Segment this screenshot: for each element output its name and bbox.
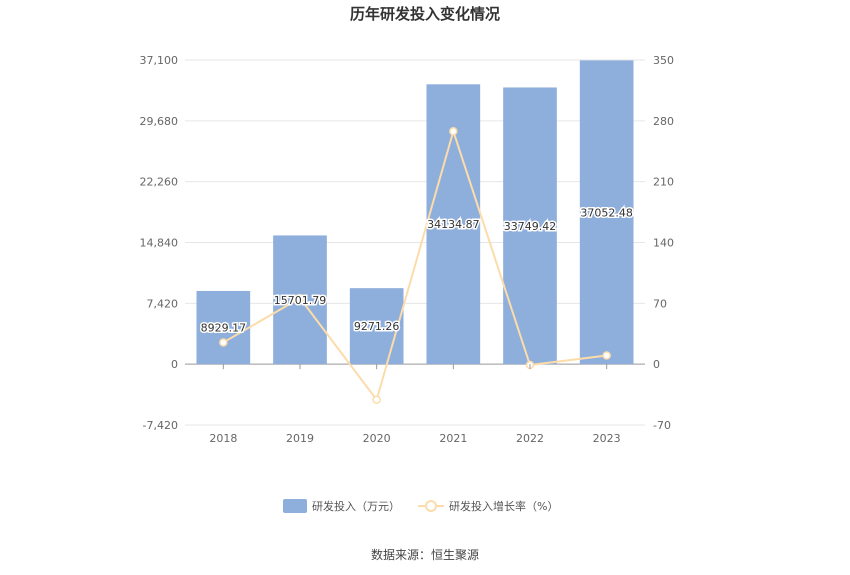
left-axis: 37,100 29,680 22,260 14,840 7,420 0 -7,420 (140, 54, 179, 432)
grid (185, 59, 645, 426)
left-tick-label: 37,100 (140, 54, 179, 67)
x-tick-label: 2021 (439, 432, 467, 445)
x-axis: 2018 2019 2020 2021 2022 2023 (209, 364, 621, 445)
right-tick-label: 210 (653, 176, 674, 189)
bar-labels: 8929.17 15701.79 9271.26 34134.87 33749.42 37… (199, 205, 634, 336)
growth-point (449, 127, 458, 136)
x-tick-label: 2023 (593, 432, 621, 445)
legend-bar-label: 研发投入（万元） (312, 499, 400, 513)
right-axis: 350 280 210 140 70 0 -70 (653, 54, 674, 432)
right-tick-label: 280 (653, 115, 674, 128)
x-tick-label: 2019 (286, 432, 314, 445)
x-tick-label: 2022 (516, 432, 544, 445)
left-tick-label: 0 (171, 358, 178, 371)
bar-value-label: 34134.87 (427, 218, 480, 231)
right-tick-label: -70 (653, 419, 671, 432)
growth-point (602, 351, 611, 360)
bar (196, 290, 251, 365)
x-tick-label: 2018 (209, 432, 237, 445)
legend-line-marker (425, 500, 437, 512)
left-tick-label: -7,420 (143, 419, 178, 432)
bar (349, 288, 404, 365)
bar-value-label: 15701.79 (274, 294, 327, 307)
left-tick-label: 7,420 (147, 297, 179, 310)
growth-point (372, 395, 381, 405)
chart-title: 历年研发投入变化情况 (350, 5, 500, 23)
right-tick-label: 350 (653, 54, 674, 67)
left-tick-label: 22,260 (140, 176, 179, 189)
growth-line-path (222, 127, 607, 403)
bar (579, 60, 634, 365)
legend-bar-swatch (283, 499, 307, 513)
right-tick-label: 0 (653, 358, 660, 371)
x-tick-label: 2020 (363, 432, 391, 445)
left-tick-label: 14,840 (140, 237, 179, 250)
left-tick-label: 29,680 (140, 115, 179, 128)
right-tick-label: 140 (653, 237, 674, 250)
source-note: 数据来源：恒生聚源 (371, 547, 479, 562)
bar-value-label: 8929.17 (201, 322, 247, 335)
bars (196, 60, 634, 365)
legend[interactable]: 研发投入（万元） 研发投入增长率（%） (283, 499, 558, 513)
bar (503, 87, 557, 365)
bar-value-label: 33749.42 (504, 220, 557, 233)
right-tick-label: 70 (653, 297, 667, 310)
growth-point (295, 293, 305, 303)
legend-line-label: 研发投入增长率（%） (449, 499, 558, 513)
growth-point (219, 338, 228, 347)
bar-value-label: 9271.26 (354, 320, 400, 333)
bar-value-label: 37052.48 (580, 206, 633, 219)
